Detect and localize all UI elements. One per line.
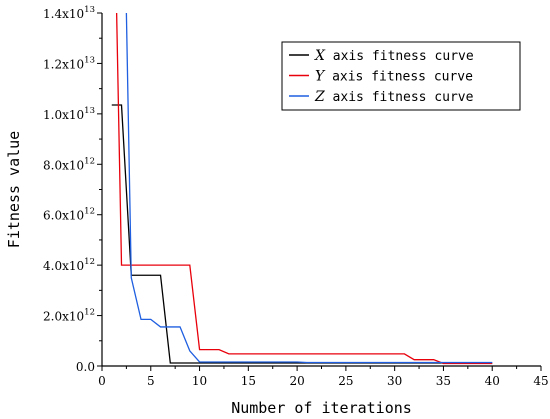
y-tick-label: 4.0x1012 bbox=[43, 257, 95, 273]
series-line-z bbox=[125, 13, 493, 364]
y-tick-label: 8.0x1012 bbox=[43, 156, 95, 172]
series-layer bbox=[111, 13, 493, 365]
series-line-x bbox=[111, 104, 493, 364]
x-tick-label: 30 bbox=[387, 374, 402, 388]
legend-box bbox=[281, 41, 521, 111]
y-tick-label: 6.0x1012 bbox=[43, 207, 95, 223]
axes-layer: 0 5 10 15 20 25 30 35 40 45 0.0 2.0x1012 4.0x1012 6.0… bbox=[43, 5, 549, 388]
legend-label-y: Y axis fitness curve bbox=[315, 69, 473, 85]
x-tick-label: 45 bbox=[533, 374, 548, 388]
y-tick-label: 0.0 bbox=[76, 360, 95, 374]
y-tick-label: 1.2x1013 bbox=[43, 55, 95, 71]
x-tick-label: 20 bbox=[289, 374, 304, 388]
x-axis-title: Number of iterations bbox=[231, 399, 412, 417]
x-tick-label: 35 bbox=[436, 374, 451, 388]
x-tick-label: 15 bbox=[241, 374, 256, 388]
y-tick-label: 1.0x1013 bbox=[43, 106, 95, 122]
legend-label-z: Z axis fitness curve bbox=[314, 89, 474, 105]
legend: X axis fitness curve Y axis fitness curve… bbox=[281, 41, 521, 111]
legend-label-x: X axis fitness curve bbox=[314, 48, 474, 64]
y-tick-label: 2.0x1012 bbox=[43, 308, 95, 324]
series-line-y bbox=[115, 13, 493, 365]
y-axis-title: Fitness value bbox=[5, 131, 23, 248]
x-tick-label: 40 bbox=[485, 374, 500, 388]
y-tick-label: 1.4x1013 bbox=[43, 5, 95, 21]
x-tick-label: 10 bbox=[192, 374, 207, 388]
x-tick-label: 25 bbox=[338, 374, 353, 388]
x-tick-label: 0 bbox=[98, 374, 106, 388]
x-tick-label: 5 bbox=[147, 374, 155, 388]
